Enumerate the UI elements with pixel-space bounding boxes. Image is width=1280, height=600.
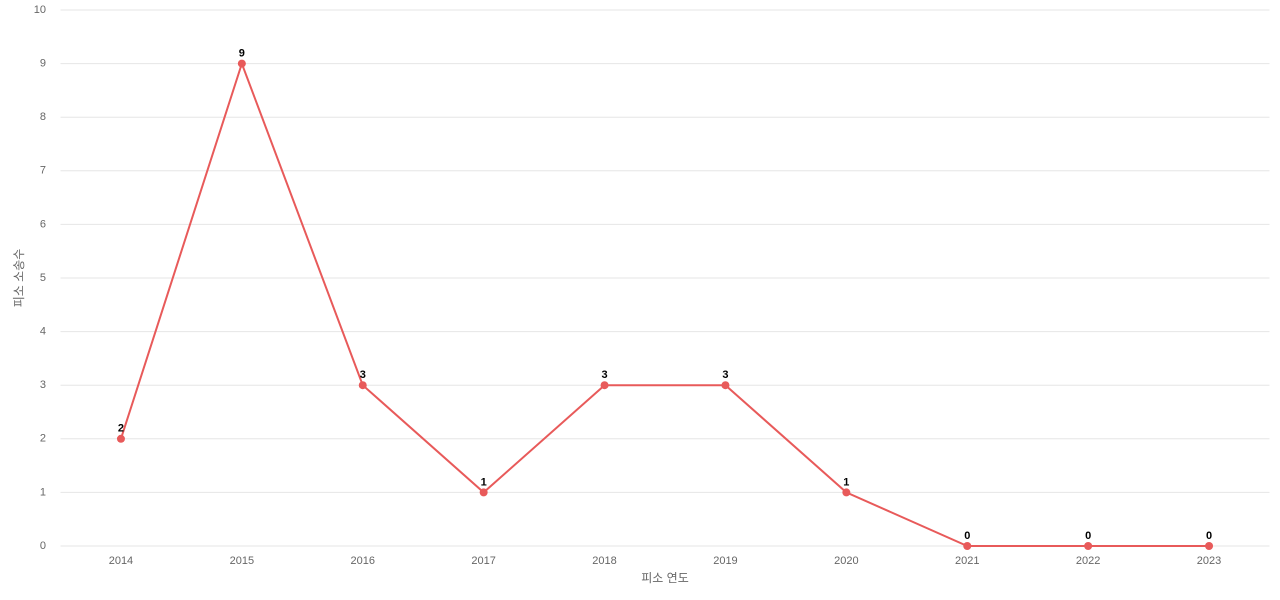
data-label: 0 [964, 530, 970, 542]
y-tick-label: 10 [34, 4, 46, 16]
y-tick-label: 5 [40, 272, 46, 284]
x-axis-title: 피소 연도 [641, 571, 689, 585]
x-tick-label: 2021 [955, 555, 979, 567]
y-axis-title: 피소 소송수 [12, 249, 26, 308]
point [237, 59, 246, 68]
y-tick-label: 7 [40, 165, 46, 177]
data-label: 1 [481, 476, 487, 488]
point [600, 381, 609, 390]
point [1205, 542, 1214, 550]
data-label: 0 [1085, 530, 1091, 542]
data-label: 3 [722, 369, 728, 381]
y-tick-label: 8 [40, 111, 46, 123]
x-tick-label: 2022 [1076, 555, 1100, 567]
point [358, 381, 367, 390]
data-label: 3 [360, 369, 366, 381]
point [721, 381, 730, 390]
data-label: 2 [118, 423, 124, 435]
x-tick-label: 2016 [351, 555, 375, 567]
y-tick-label: 6 [40, 218, 46, 230]
data-label: 1 [843, 476, 849, 488]
y-tick-label: 4 [40, 326, 46, 338]
x-tick-label: 2019 [713, 555, 737, 567]
data-label: 9 [239, 48, 245, 60]
x-tick-label: 2018 [592, 555, 616, 567]
x-tick-label: 2014 [109, 555, 133, 567]
x-tick-label: 2017 [471, 555, 495, 567]
line [119, 60, 1210, 547]
x-tick-label: 2020 [834, 555, 858, 567]
point [963, 542, 972, 550]
x-tick-label: 2023 [1197, 555, 1221, 567]
y-tick-label: 2 [40, 433, 46, 445]
x-tick-label: 2015 [230, 555, 254, 567]
y-tick-label: 1 [40, 486, 46, 498]
point [842, 488, 851, 497]
point [479, 488, 488, 497]
data-label: 3 [601, 369, 607, 381]
y-tick-label: 0 [40, 540, 46, 552]
y-tick-label: 3 [40, 379, 46, 391]
point [116, 434, 125, 443]
data-label: 0 [1206, 530, 1212, 542]
point [1084, 542, 1093, 550]
y-tick-label: 9 [40, 58, 46, 70]
